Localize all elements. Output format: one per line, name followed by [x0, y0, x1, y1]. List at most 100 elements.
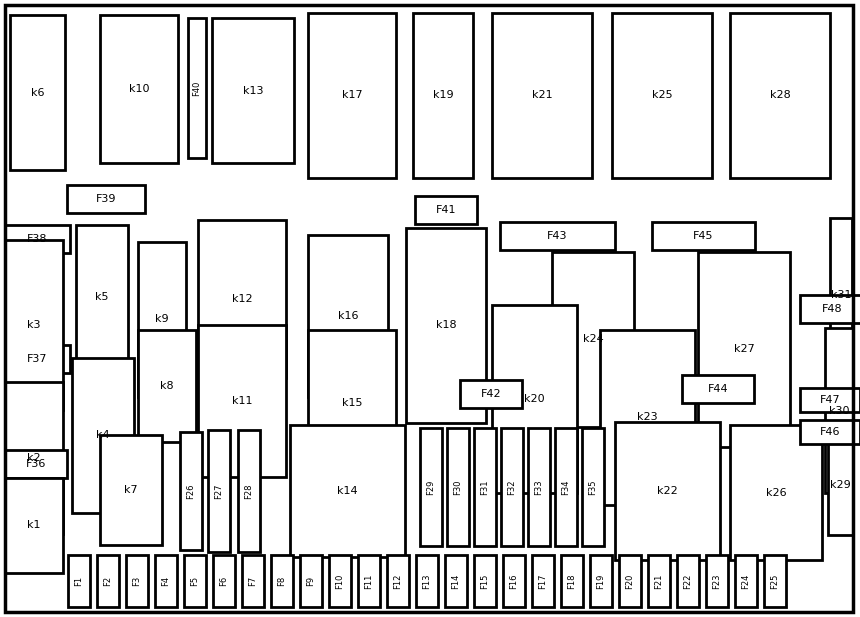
Text: F1: F1 [75, 576, 83, 586]
Bar [406, 228, 486, 423]
Text: F37: F37 [28, 354, 48, 364]
Bar [445, 555, 467, 607]
Text: k29: k29 [830, 480, 851, 490]
Text: F2: F2 [103, 576, 113, 586]
Bar [180, 432, 202, 550]
Bar [828, 435, 853, 535]
Text: F33: F33 [535, 479, 544, 495]
Text: F39: F39 [95, 194, 116, 204]
Bar [5, 382, 63, 534]
Text: k25: k25 [652, 91, 673, 101]
Text: F27: F27 [214, 483, 224, 499]
Bar [358, 555, 380, 607]
Text: F22: F22 [684, 573, 692, 589]
Text: F5: F5 [191, 576, 200, 586]
Text: F8: F8 [278, 576, 286, 586]
Bar [600, 330, 695, 505]
Text: F30: F30 [453, 479, 463, 495]
Text: F23: F23 [712, 573, 722, 589]
Bar [387, 555, 409, 607]
Bar [682, 375, 754, 403]
Bar [100, 435, 162, 545]
Bar [126, 555, 148, 607]
Bar [10, 15, 65, 170]
Text: k28: k28 [770, 91, 790, 101]
Text: F16: F16 [509, 573, 519, 589]
Bar [447, 428, 469, 546]
Text: k26: k26 [765, 487, 786, 497]
Text: F43: F43 [547, 231, 568, 241]
Text: k19: k19 [433, 91, 453, 101]
Bar [552, 252, 634, 427]
Bar [329, 555, 351, 607]
Bar [416, 555, 438, 607]
Text: k2: k2 [28, 453, 40, 463]
Text: F21: F21 [654, 573, 664, 589]
Bar [612, 13, 712, 178]
Text: k27: k27 [734, 344, 754, 355]
Text: k20: k20 [525, 394, 545, 404]
Text: F4: F4 [162, 576, 170, 586]
Text: F13: F13 [422, 573, 432, 589]
Bar [825, 328, 853, 493]
Text: F46: F46 [820, 427, 840, 437]
Bar [308, 235, 388, 397]
Text: F17: F17 [538, 573, 548, 589]
Bar [308, 330, 396, 475]
Bar [561, 555, 583, 607]
Bar [652, 222, 755, 250]
Text: k3: k3 [28, 320, 40, 330]
Text: k12: k12 [231, 294, 252, 304]
Bar [492, 305, 577, 493]
Bar [72, 358, 134, 513]
Bar [138, 330, 196, 442]
Text: k8: k8 [160, 381, 174, 391]
Bar [590, 555, 612, 607]
Bar [184, 555, 206, 607]
Bar [735, 555, 757, 607]
Text: F11: F11 [365, 573, 373, 589]
Bar [474, 555, 496, 607]
Bar [290, 425, 405, 557]
Bar [706, 555, 728, 607]
Bar [208, 430, 230, 552]
Text: F14: F14 [452, 573, 460, 589]
Text: F38: F38 [28, 234, 48, 244]
Bar [5, 240, 63, 410]
Bar [308, 13, 396, 178]
Text: F42: F42 [481, 389, 501, 399]
Bar [415, 196, 477, 224]
Bar [213, 555, 235, 607]
Text: F44: F44 [708, 384, 728, 394]
Text: k5: k5 [95, 292, 108, 302]
Text: k15: k15 [341, 397, 362, 407]
Text: F45: F45 [693, 231, 714, 241]
Bar [800, 295, 860, 323]
Text: F40: F40 [193, 80, 201, 96]
Text: k13: k13 [243, 86, 263, 96]
Bar [582, 428, 604, 546]
Text: k30: k30 [829, 405, 849, 415]
Bar [300, 555, 322, 607]
Text: k18: k18 [436, 320, 457, 331]
Bar [188, 18, 206, 158]
Bar [500, 222, 615, 250]
Text: k24: k24 [582, 334, 604, 344]
Bar [555, 428, 577, 546]
Text: F12: F12 [394, 573, 402, 589]
Text: F15: F15 [481, 573, 489, 589]
Text: F28: F28 [244, 483, 254, 499]
Text: k7: k7 [124, 485, 138, 495]
Text: F29: F29 [427, 479, 435, 495]
Bar [532, 555, 554, 607]
Bar [698, 252, 790, 447]
Bar [420, 428, 442, 546]
Bar [5, 225, 70, 253]
Text: k9: k9 [155, 315, 169, 325]
Bar [648, 555, 670, 607]
Bar [830, 218, 852, 373]
Bar [242, 555, 264, 607]
Text: F47: F47 [820, 395, 840, 405]
Bar [238, 430, 260, 552]
Text: k10: k10 [129, 84, 150, 94]
